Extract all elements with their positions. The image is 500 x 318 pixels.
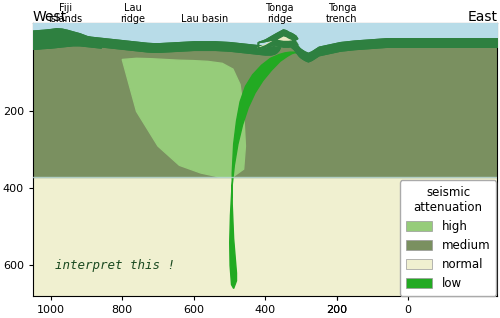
Polygon shape	[230, 52, 298, 288]
Text: Tonga
ridge: Tonga ridge	[265, 3, 294, 24]
Text: East: East	[467, 10, 497, 24]
Text: Fiji
islands: Fiji islands	[48, 3, 82, 24]
Text: West: West	[33, 10, 67, 24]
Polygon shape	[258, 35, 297, 48]
Legend: high, medium, normal, low: high, medium, normal, low	[400, 180, 496, 296]
Text: Tonga
trench: Tonga trench	[326, 3, 358, 24]
Polygon shape	[122, 58, 246, 177]
Polygon shape	[258, 35, 297, 48]
Text: Lau basin: Lau basin	[180, 14, 228, 24]
Text: interpret this !: interpret this !	[55, 259, 175, 272]
Text: Lau
ridge: Lau ridge	[120, 3, 146, 24]
